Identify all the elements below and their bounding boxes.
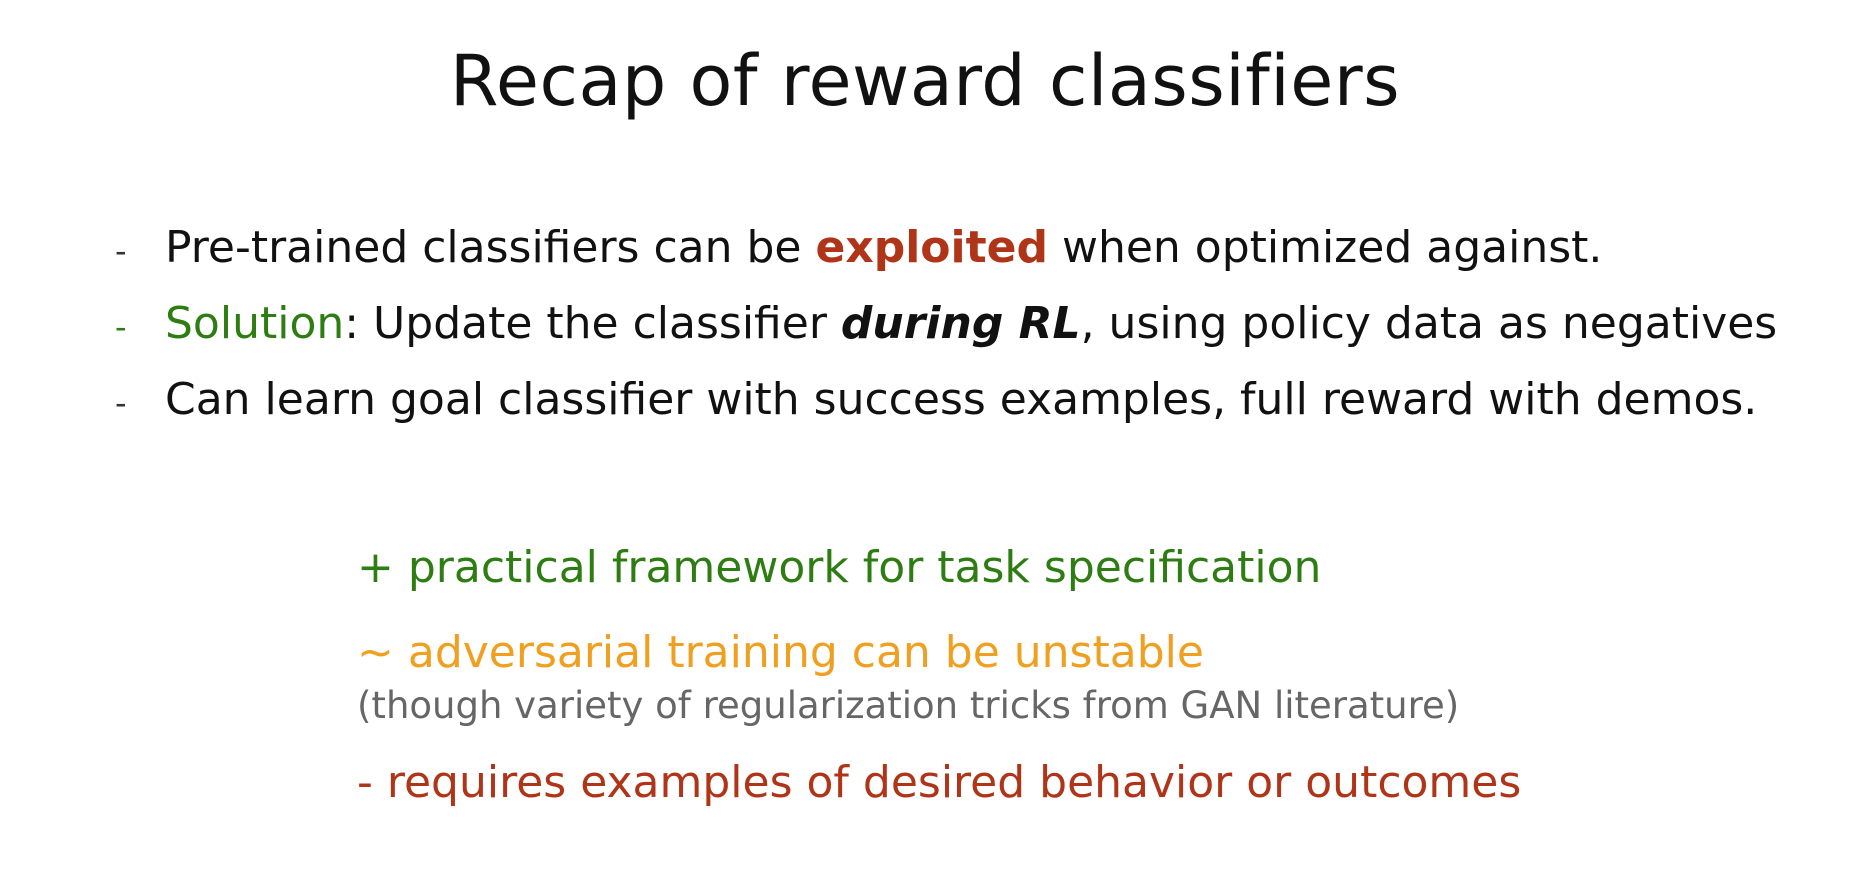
bullet-text-mid: : Update the classifier [344, 298, 841, 349]
bullet-text-post: , using policy data as negatives [1080, 298, 1778, 349]
pro-point: + practical framework for task specifica… [357, 542, 1322, 593]
pros-cons-list: + practical framework for task specifica… [357, 542, 1521, 808]
emphasis-during-rl: during RL [840, 298, 1081, 349]
highlight-exploited: exploited [815, 222, 1048, 273]
bullet-text: Solution: Update the classifier during R… [165, 298, 1777, 349]
bullet-dash: - [115, 232, 127, 270]
bullet-dash: - [115, 384, 127, 422]
bullet-text-pre: Pre-trained classifiers can be [165, 222, 816, 273]
bullet-item-learn: - Can learn goal classifier with success… [115, 374, 1777, 450]
highlight-solution: Solution [165, 298, 345, 349]
bullet-dash: - [115, 308, 127, 346]
bullet-item-exploited: - Pre-trained classifiers can be exploit… [115, 222, 1777, 298]
neutral-point: ~ adversarial training can be unstable [357, 627, 1204, 678]
bullet-list: - Pre-trained classifiers can be exploit… [115, 222, 1777, 450]
neutral-note: (though variety of regularization tricks… [357, 684, 1460, 727]
bullet-text-post: when optimized against. [1047, 222, 1603, 273]
bullet-text: Can learn goal classifier with success e… [165, 374, 1758, 425]
con-point: - requires examples of desired behavior … [357, 757, 1522, 808]
bullet-text: Pre-trained classifiers can be exploited… [165, 222, 1602, 273]
slide-title: Recap of reward classifiers [449, 40, 1401, 122]
bullet-item-solution: - Solution: Update the classifier during… [115, 298, 1777, 374]
